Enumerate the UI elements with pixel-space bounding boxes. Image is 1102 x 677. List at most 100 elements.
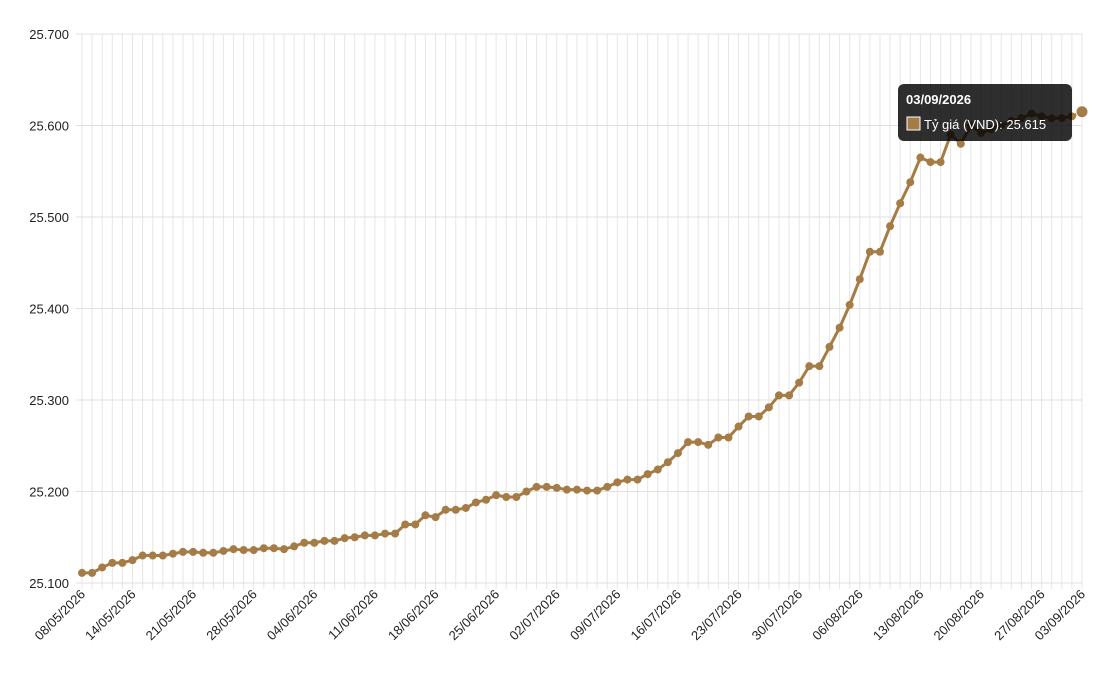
point: [209, 548, 218, 557]
point: [391, 529, 400, 538]
point: [128, 556, 137, 565]
point: [744, 412, 753, 421]
x-tick-label: 23/07/2026: [688, 587, 745, 644]
point: [613, 478, 622, 487]
point: [360, 531, 369, 540]
point: [300, 538, 309, 547]
point: [269, 544, 278, 553]
point: [734, 422, 743, 431]
point: [916, 153, 925, 162]
x-tick-label: 21/05/2026: [143, 587, 200, 644]
point: [138, 551, 147, 560]
x-tick-label: 04/06/2026: [264, 587, 321, 644]
tooltip-title: 03/09/2026: [906, 92, 971, 107]
point: [502, 492, 511, 501]
tooltip-label: Tỷ giá (VND): 25.615: [924, 117, 1046, 132]
point: [441, 505, 450, 514]
point: [471, 498, 480, 507]
point: [148, 551, 157, 560]
point: [512, 492, 521, 501]
point: [805, 362, 814, 371]
point: [663, 458, 672, 467]
point: [482, 495, 491, 504]
line: [82, 110, 1083, 575]
x-tick-label: 11/06/2026: [325, 587, 381, 643]
x-tick-label: 18/06/2026: [385, 587, 442, 644]
y-tick-label: 25.600: [29, 119, 69, 134]
point: [229, 545, 238, 554]
x-tick-label: 14/05/2026: [82, 587, 139, 644]
point: [815, 362, 824, 371]
x-tick-label: 02/07/2026: [506, 587, 563, 644]
point: [522, 487, 531, 496]
point: [694, 438, 703, 447]
point: [906, 178, 915, 187]
point: [249, 546, 258, 555]
point: [714, 433, 723, 442]
point: [754, 412, 763, 421]
point: [421, 511, 430, 520]
y-tick-label: 25.200: [29, 485, 69, 500]
point: [239, 546, 248, 555]
point: [1075, 105, 1089, 119]
point: [572, 485, 581, 494]
point: [542, 482, 551, 491]
point: [340, 534, 349, 543]
point: [684, 438, 693, 447]
point: [532, 482, 541, 491]
point: [108, 558, 117, 567]
point: [492, 491, 501, 500]
tooltip-box: [898, 84, 1072, 141]
y-tick-label: 25.300: [29, 393, 69, 408]
x-tick-label: 08/05/2026: [31, 587, 88, 644]
point: [179, 547, 188, 556]
tooltip: 03/09/2026 Tỷ giá (VND): 25.615: [898, 84, 1072, 141]
x-tick-label: 20/08/2026: [930, 587, 987, 644]
point: [825, 342, 834, 351]
point: [835, 323, 844, 332]
point: [158, 551, 167, 560]
x-tick-label: 25/06/2026: [446, 587, 503, 644]
point: [88, 568, 97, 577]
point: [623, 475, 632, 484]
tooltip-swatch: [906, 116, 921, 131]
point: [461, 503, 470, 512]
point: [673, 449, 682, 458]
point: [310, 538, 319, 547]
point: [562, 485, 571, 494]
point: [855, 275, 864, 284]
point: [78, 568, 86, 577]
point: [785, 391, 794, 400]
y-tick-label: 25.400: [29, 302, 69, 317]
point: [724, 433, 733, 442]
point: [189, 547, 198, 556]
point: [653, 465, 662, 474]
point: [320, 536, 329, 545]
point: [956, 139, 965, 148]
point: [168, 549, 177, 558]
point: [795, 378, 804, 387]
x-tick-label: 30/07/2026: [749, 587, 806, 644]
point: [219, 546, 228, 555]
point: [926, 158, 935, 167]
x-tick-label: 13/08/2026: [870, 587, 927, 644]
point: [401, 520, 410, 529]
y-tick-label: 25.500: [29, 210, 69, 225]
point: [896, 199, 905, 208]
point: [451, 505, 460, 514]
point: [552, 483, 561, 492]
point: [290, 542, 299, 551]
point: [875, 247, 884, 256]
point: [350, 533, 359, 542]
point: [259, 544, 268, 553]
point: [330, 536, 339, 545]
point: [845, 300, 854, 309]
point: [583, 486, 592, 495]
point: [633, 475, 642, 484]
point: [431, 513, 440, 522]
point: [886, 222, 895, 231]
y-tick-label: 25.700: [29, 27, 69, 42]
point: [411, 520, 420, 529]
point: [603, 482, 612, 491]
